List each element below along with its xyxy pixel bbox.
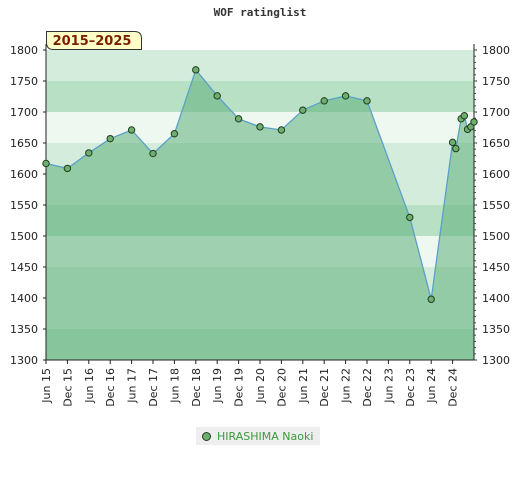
y-tick-label-right: 1700 xyxy=(482,106,510,119)
data-point xyxy=(299,106,307,114)
y-tick-label-left: 1600 xyxy=(10,168,38,181)
x-tick-label: Jun 16 xyxy=(83,368,96,404)
data-point xyxy=(63,164,72,173)
legend: HIRASHIMA Naoki xyxy=(196,427,321,445)
y-tick-label-right: 1600 xyxy=(482,168,510,181)
data-point xyxy=(106,134,114,143)
data-point xyxy=(363,97,371,105)
x-tick-label: Jun 15 xyxy=(40,368,53,404)
series-markers xyxy=(42,66,478,303)
y-tick-label-right: 1750 xyxy=(482,75,510,88)
legend-label: HIRASHIMA Naoki xyxy=(217,429,314,443)
y-tick-label-right: 1800 xyxy=(482,44,510,57)
y-axis-left-ticks: 1300 1350 1400 1450 1500 1550 1600 1650 1700 1750… xyxy=(10,44,46,367)
badge-text: 2015–2025 xyxy=(53,34,132,49)
x-axis-ticks: Jun 15 Dec 15 Jun 16 Dec 16 Jun 17 Dec 17 Jun … xyxy=(40,360,460,407)
y-tick-label-left: 1650 xyxy=(10,137,38,150)
x-tick-label: Dec 15 xyxy=(61,368,74,407)
y-tick-label-left: 1450 xyxy=(10,261,38,274)
x-tick-label: Jun 17 xyxy=(126,368,139,404)
x-tick-label: Jun 22 xyxy=(340,368,353,404)
y-tick-label-left: 1800 xyxy=(10,44,38,57)
data-point xyxy=(448,138,457,147)
data-point xyxy=(85,149,93,157)
y-tick-label-left: 1550 xyxy=(10,199,38,212)
x-tick-label: Jun 18 xyxy=(168,368,181,404)
data-point xyxy=(192,66,200,74)
data-point xyxy=(406,213,414,222)
y-tick-label-left: 1300 xyxy=(10,354,38,367)
data-point xyxy=(277,126,286,134)
data-point xyxy=(470,118,478,126)
y-tick-label-right: 1400 xyxy=(482,292,510,305)
x-tick-label: Jun 20 xyxy=(254,368,267,404)
data-point xyxy=(149,149,157,158)
y-tick-label-left: 1400 xyxy=(10,292,38,305)
data-point xyxy=(452,144,460,153)
data-point xyxy=(127,126,136,134)
x-tick-label: Dec 20 xyxy=(275,368,288,407)
legend-marker xyxy=(202,431,211,441)
x-tick-label: Dec 23 xyxy=(404,368,417,407)
period-badge: 2015–2025 xyxy=(46,31,142,50)
y-tick-label-right: 1500 xyxy=(482,230,510,243)
data-point xyxy=(320,97,328,105)
y-tick-label-left: 1750 xyxy=(10,75,38,88)
y-tick-label-left: 1500 xyxy=(10,230,38,243)
chart-title: WOF ratinglist xyxy=(214,6,307,19)
badge-shape xyxy=(46,31,142,50)
background-band xyxy=(46,50,474,81)
series-area xyxy=(46,69,474,360)
y-axis-right-ticks: 1300 1350 1400 1450 1500 1550 1600 1650 1700 1750… xyxy=(474,44,510,367)
y-tick-label-right: 1650 xyxy=(482,137,510,150)
x-tick-label: Jun 19 xyxy=(211,368,224,404)
y-tick-label-right: 1350 xyxy=(482,323,510,336)
x-tick-label: Jun 24 xyxy=(425,368,438,404)
x-tick-label: Jun 23 xyxy=(382,368,395,404)
x-tick-label: Dec 24 xyxy=(447,368,460,407)
data-point xyxy=(341,92,350,100)
y-tick-label-right: 1300 xyxy=(482,354,510,367)
data-point xyxy=(256,123,264,131)
data-point xyxy=(234,115,243,123)
y-tick-label-right: 1450 xyxy=(482,261,510,274)
data-point xyxy=(42,159,50,168)
data-point xyxy=(460,112,469,120)
x-tick-label: Dec 21 xyxy=(318,368,331,407)
background-band xyxy=(46,81,474,112)
x-tick-label: Jun 21 xyxy=(297,368,310,404)
data-point xyxy=(213,92,221,100)
data-point xyxy=(427,295,435,303)
area-fill xyxy=(46,69,474,360)
data-point xyxy=(170,130,179,138)
y-tick-label-right: 1550 xyxy=(482,199,510,212)
x-tick-label: Dec 17 xyxy=(147,368,160,407)
x-tick-label: Dec 16 xyxy=(104,368,117,407)
y-tick-label-left: 1350 xyxy=(10,323,38,336)
x-tick-label: Dec 18 xyxy=(190,368,203,407)
y-tick-label-left: 1700 xyxy=(10,106,38,119)
x-tick-label: Dec 19 xyxy=(233,368,246,407)
x-tick-label: Dec 22 xyxy=(361,368,374,407)
